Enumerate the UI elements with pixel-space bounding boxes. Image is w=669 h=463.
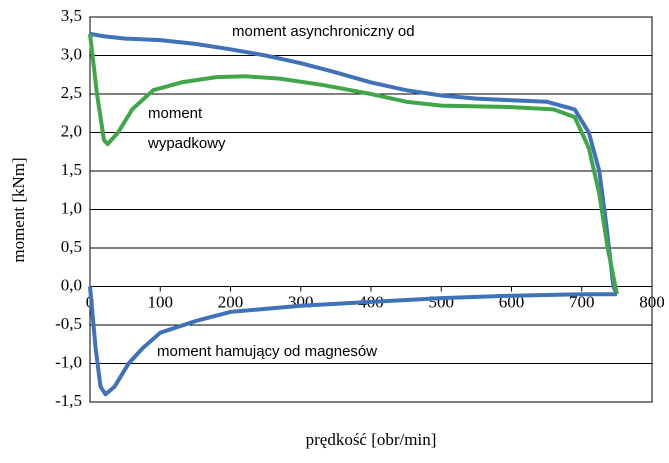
x-tick-label: 500 <box>429 292 455 311</box>
y-tick-label: 3,5 <box>61 6 82 25</box>
series-line <box>88 286 617 397</box>
y-tick-label: 3,0 <box>61 44 82 63</box>
x-tick-label: 700 <box>569 292 595 311</box>
y-tick-label: 1,5 <box>61 160 82 179</box>
y-tick-label: 0,0 <box>61 275 82 294</box>
y-tick-label: -1,5 <box>55 391 82 410</box>
y-tick-label: 1,0 <box>61 198 82 217</box>
x-tick-label: 200 <box>218 292 244 311</box>
annotation: moment <box>148 105 203 122</box>
x-axis-label: prędkość [obr/min] <box>306 430 437 449</box>
annotation: wypadkowy <box>147 135 226 152</box>
annotation: moment hamujący od magnesów <box>157 343 377 360</box>
x-tick-label: 800 <box>639 292 665 311</box>
y-tick-label: 0,5 <box>61 237 82 256</box>
y-tick-label: -0,5 <box>55 314 82 333</box>
x-tick-label: 100 <box>148 292 174 311</box>
series-line <box>89 31 619 296</box>
annotation: moment asynchroniczny od <box>232 23 415 40</box>
series-line <box>88 33 619 295</box>
y-tick-label: -1,0 <box>55 352 82 371</box>
y-axis-label: moment [kNm] <box>9 157 28 262</box>
y-tick-label: 2,0 <box>61 121 82 140</box>
y-tick-label: 2,5 <box>61 83 82 102</box>
